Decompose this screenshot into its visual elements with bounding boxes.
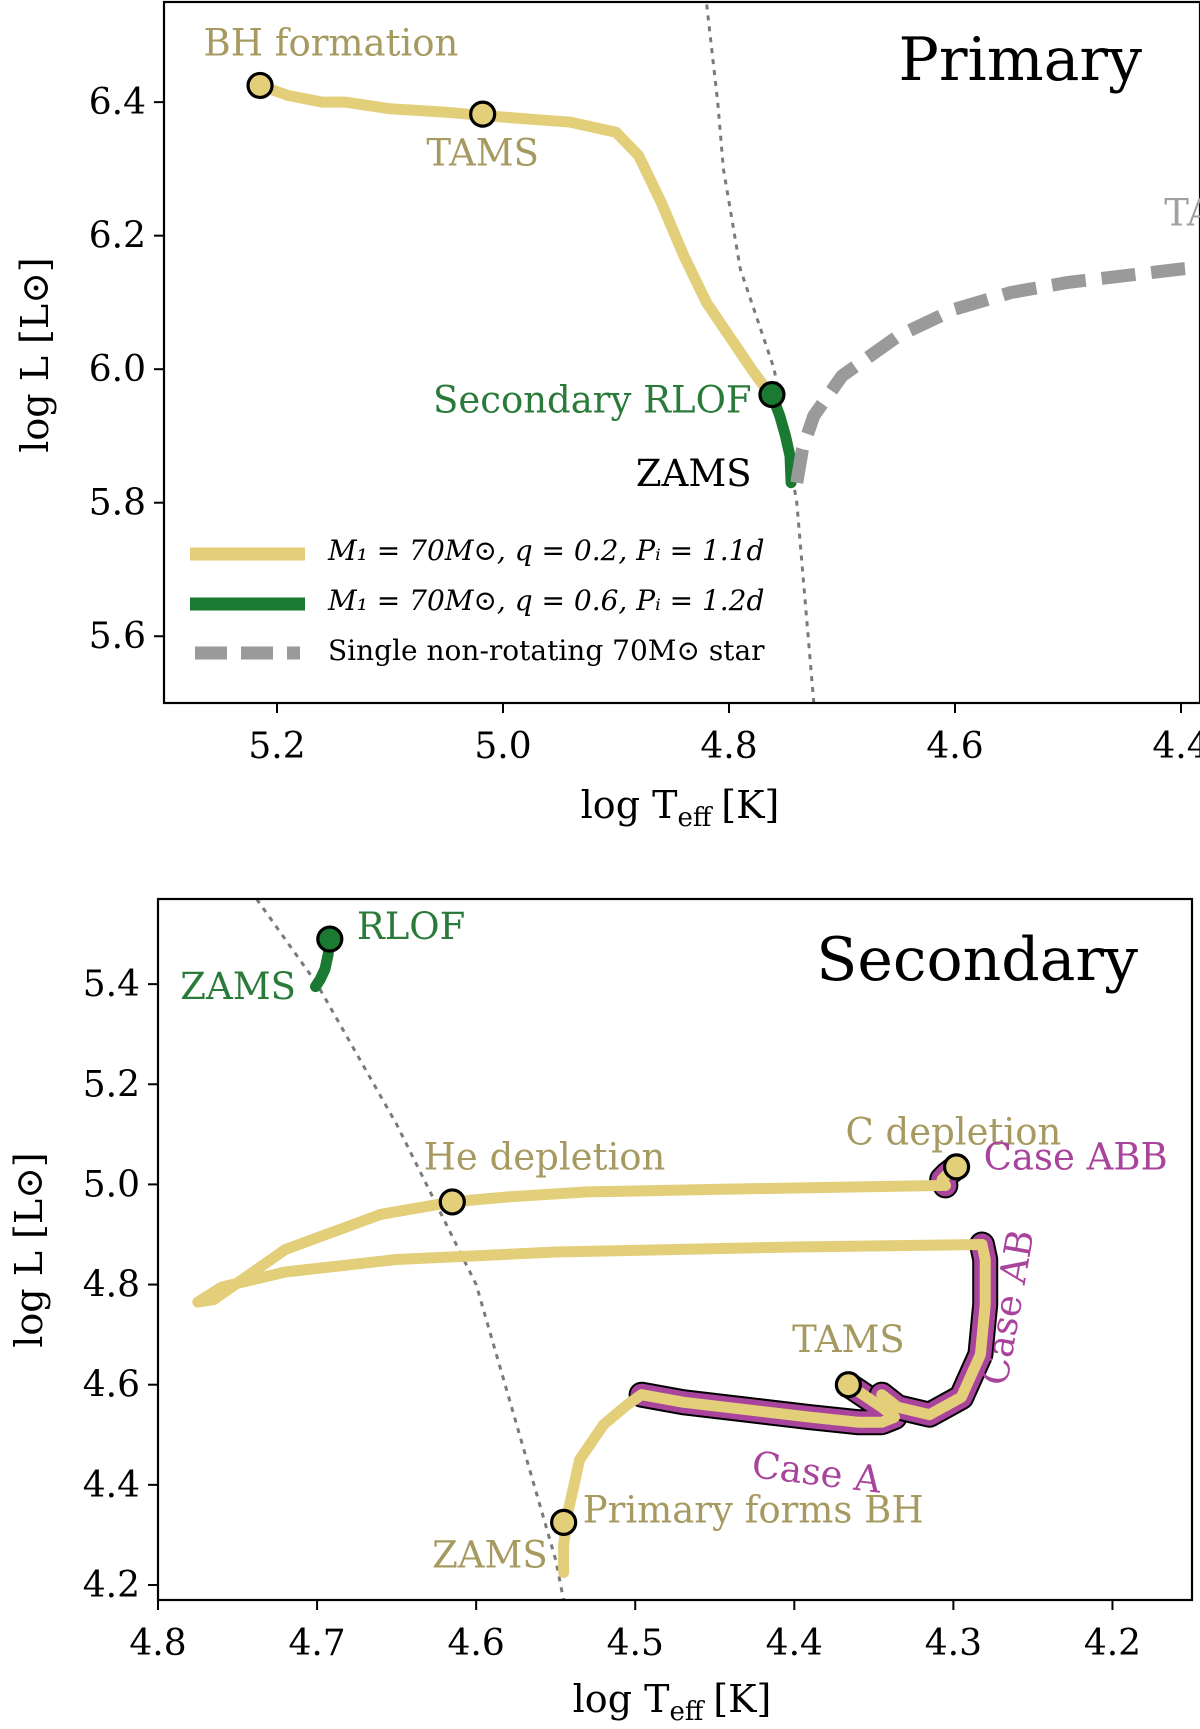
secondary-ytick-label-4: 5.0: [83, 1164, 140, 1205]
secondary-marker-2: [942, 1153, 971, 1181]
secondary-annotation-8: Primary forms BH: [583, 1488, 924, 1531]
secondary-xtick-label-0: 4.8: [129, 1623, 186, 1664]
secondary-xtick-label-2: 4.6: [448, 1623, 505, 1664]
primary-marker-2: [758, 380, 786, 409]
secondary-annotation-4: Case ABB: [984, 1135, 1168, 1178]
primary-xlabel: log Teff [K]: [581, 783, 780, 833]
secondary-marker-3: [834, 1371, 862, 1399]
primary-ytick-label-2: 6.0: [89, 349, 146, 390]
primary-ytick-label-3: 6.2: [89, 216, 146, 257]
primary-title: Primary: [899, 25, 1143, 95]
secondary-ytick-label-6: 5.4: [83, 964, 140, 1005]
primary-ytick-label-4: 6.4: [89, 82, 146, 123]
primary-ytick-label-1: 5.8: [89, 483, 146, 524]
secondary-annotation-0: RLOF: [357, 905, 465, 948]
legend-label-q06: M₁ = 70M⊙, q = 0.6, Pᵢ = 1.2d: [327, 584, 764, 617]
secondary-panel: 4.8 4.7 4.6 4.5 4.4 4.3 4.2 4.2 4.4 4.6 4.8 5.0 5.2…: [7, 897, 1194, 1727]
primary-marker-1: [469, 100, 497, 128]
secondary-ytick-label-3: 4.8: [83, 1265, 140, 1306]
secondary-ytick-label-5: 5.2: [83, 1064, 140, 1105]
primary-marker-0: [246, 71, 274, 100]
primary-xtick-label-2: 4.8: [700, 726, 757, 767]
primary-annotation-3: Secondary RLOF: [433, 379, 752, 422]
secondary-ytick-label-1: 4.4: [83, 1465, 140, 1506]
legend-label-single: Single non-rotating 70M⊙ star: [328, 634, 765, 667]
secondary-series-2: [876, 1239, 991, 1421]
secondary-ytick-label-0: 4.2: [83, 1565, 140, 1606]
secondary-xtick-label-1: 4.7: [288, 1623, 345, 1664]
secondary-annotation-1: ZAMS: [180, 965, 296, 1008]
secondary-marker-4: [550, 1508, 578, 1536]
secondary-marker-1: [438, 1188, 466, 1216]
primary-legend: M₁ = 70M⊙, q = 0.2, Pᵢ = 1.1d M₁ = 70M⊙,…: [190, 534, 765, 667]
primary-xtick-label-3: 4.6: [926, 726, 983, 767]
primary-series-2: [790, 260, 1200, 484]
secondary-annotation-3: C depletion: [845, 1110, 1061, 1153]
primary-annotation-0: BH formation: [204, 21, 459, 64]
secondary-series-3: [558, 1389, 648, 1578]
primary-annotation-4: ZAMS: [636, 452, 752, 495]
secondary-annotation-9: ZAMS: [432, 1533, 548, 1576]
secondary-annotation-5: TAMS: [792, 1318, 905, 1361]
primary-ylabel: log L [L⊙]: [13, 257, 57, 452]
primary-ytick-label-0: 5.6: [89, 616, 146, 657]
secondary-title: Secondary: [816, 925, 1138, 995]
secondary-series-4: [192, 1179, 988, 1308]
primary-reference-line: [704, 2, 816, 703]
secondary-xtick-label-4: 4.4: [766, 1623, 823, 1664]
primary-xtick-label-4: 4.4: [1152, 726, 1200, 767]
secondary-series-1: [636, 1379, 900, 1428]
secondary-xlabel: log Teff [K]: [573, 1677, 772, 1725]
primary-series-0: [254, 80, 780, 402]
secondary-xtick-label-3: 4.5: [607, 1623, 664, 1664]
primary-series-1: [766, 389, 797, 489]
primary-xtick-label-1: 5.0: [474, 726, 531, 767]
primary-annotation-1: TAMS: [426, 132, 539, 175]
primary-annotation-2: TAMS: [1164, 192, 1200, 235]
secondary-ytick-label-2: 4.6: [83, 1365, 140, 1406]
secondary-axes-frame: [156, 897, 1194, 1602]
secondary-ylabel: log L [L⊙]: [7, 1152, 51, 1347]
secondary-annotation-2: He depletion: [424, 1135, 666, 1178]
secondary-xtick-label-5: 4.3: [925, 1623, 982, 1664]
legend-label-q02: M₁ = 70M⊙, q = 0.2, Pᵢ = 1.1d: [327, 534, 764, 567]
primary-panel: 5.2 5.0 4.8 4.6 4.4 5.6 5.8 6.0 6.2 6.4 BH forma…: [13, 0, 1200, 833]
secondary-marker-0: [316, 925, 344, 953]
secondary-xtick-label-6: 4.2: [1084, 1623, 1141, 1664]
primary-xtick-label-0: 5.2: [248, 726, 305, 767]
primary-axes-frame: [162, 0, 1200, 705]
